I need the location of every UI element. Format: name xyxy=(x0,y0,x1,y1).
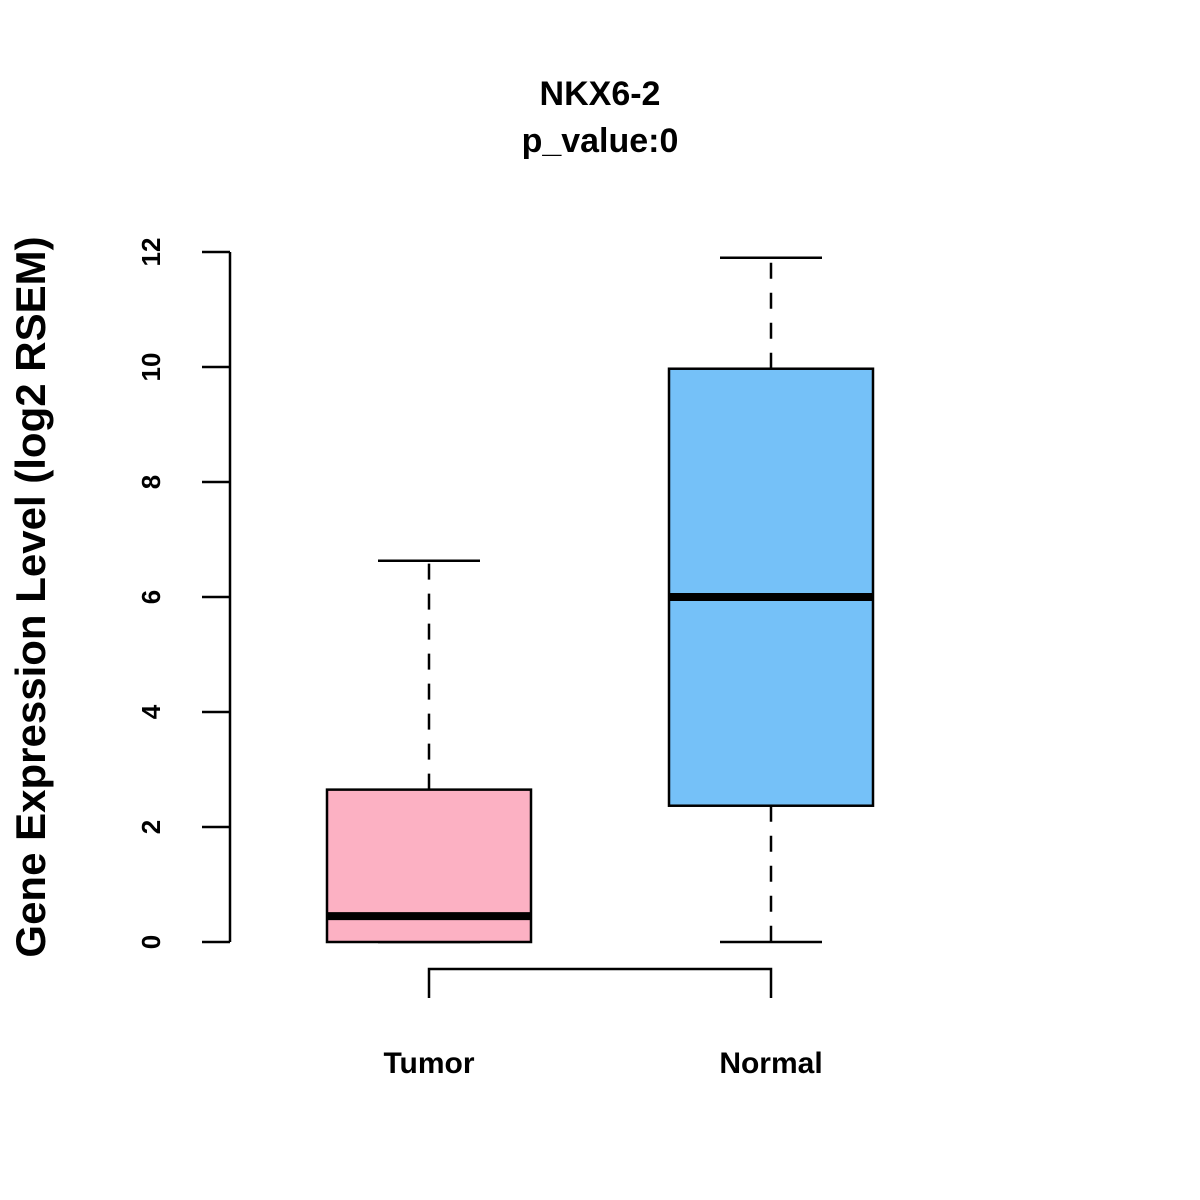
chart-title: NKX6-2 xyxy=(540,75,661,113)
y-tick-label: 8 xyxy=(136,475,166,489)
y-axis: 0 2 4 6 8 10 12 xyxy=(136,238,232,949)
box-iqr xyxy=(667,367,875,807)
y-tick-label: 6 xyxy=(136,590,166,604)
x-tick-label-tumor: Tumor xyxy=(383,1047,474,1080)
bracket-line xyxy=(427,967,773,998)
comparison-bracket xyxy=(427,967,773,998)
y-axis-label: Gene Expression Level (log2 RSEM) xyxy=(7,236,54,957)
y-tick-label: 12 xyxy=(136,238,166,267)
x-tick-label-normal: Normal xyxy=(719,1047,822,1080)
y-tick-label: 0 xyxy=(136,935,166,949)
box-tumor xyxy=(325,559,533,944)
y-tick-label: 10 xyxy=(136,353,166,382)
y-tick-label: 2 xyxy=(136,820,166,834)
x-axis-labels: Tumor Normal xyxy=(383,1047,822,1080)
y-tick-label: 4 xyxy=(136,704,166,719)
box-normal xyxy=(667,256,875,944)
chart-subtitle: p_value:0 xyxy=(522,122,679,160)
boxes xyxy=(325,256,875,944)
